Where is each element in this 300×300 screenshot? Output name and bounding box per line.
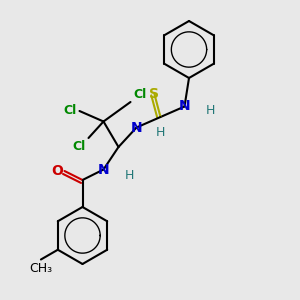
Text: Cl: Cl: [72, 140, 86, 152]
Text: H: H: [124, 169, 134, 182]
Text: H: H: [156, 126, 165, 139]
Text: Cl: Cl: [134, 88, 147, 100]
Text: S: S: [149, 88, 160, 101]
Text: Cl: Cl: [63, 104, 76, 118]
Text: N: N: [131, 121, 142, 134]
Text: CH₃: CH₃: [29, 262, 52, 275]
Text: N: N: [179, 100, 190, 113]
Text: H: H: [206, 104, 215, 118]
Text: O: O: [51, 164, 63, 178]
Text: N: N: [98, 163, 109, 176]
